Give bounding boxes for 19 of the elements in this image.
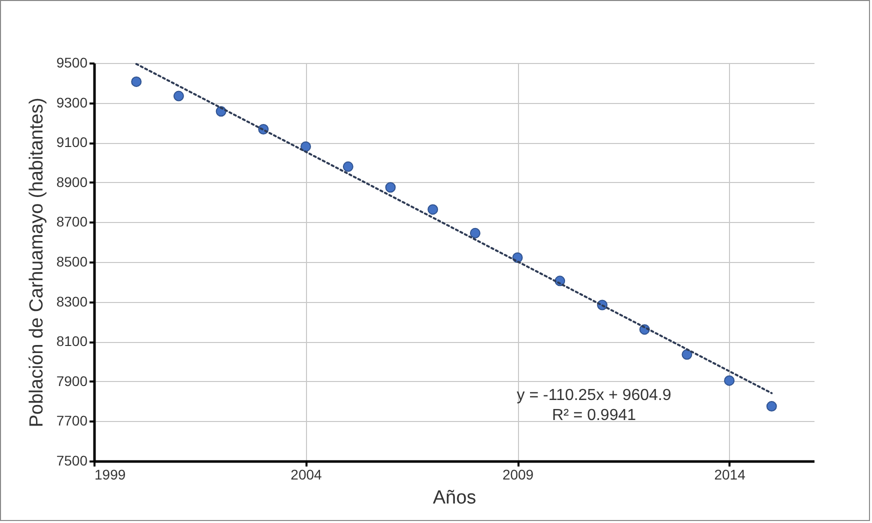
y-tick-label: 8700 (56, 214, 88, 230)
annotation: R² = 0.9941 (552, 407, 636, 424)
y-tick-label: 7900 (56, 372, 88, 389)
x-tick-label: 2014 (714, 466, 746, 482)
y-tick-label: 7500 (56, 452, 88, 468)
y-tick-label: 9100 (56, 134, 88, 150)
y-tick-label: 9500 (56, 54, 88, 70)
x-axis-title: Años (432, 488, 476, 508)
x-tick-label: 2004 (290, 466, 322, 482)
y-tick-label: 8900 (56, 174, 88, 190)
y-tick-label: 8300 (56, 293, 88, 310)
y-tick-label: 9300 (56, 94, 88, 110)
y-tick-label: 8500 (56, 254, 88, 270)
annotation: y = -110.25x + 9604.9 (516, 387, 672, 404)
y-tick-label: 7700 (56, 412, 88, 429)
y-tick-label: 8100 (56, 333, 88, 350)
x-tick-label: 1999 (94, 466, 126, 482)
y-axis-title: Población de Carhuamayo (habitantes) (26, 98, 48, 428)
x-tick-label: 2009 (502, 466, 534, 482)
